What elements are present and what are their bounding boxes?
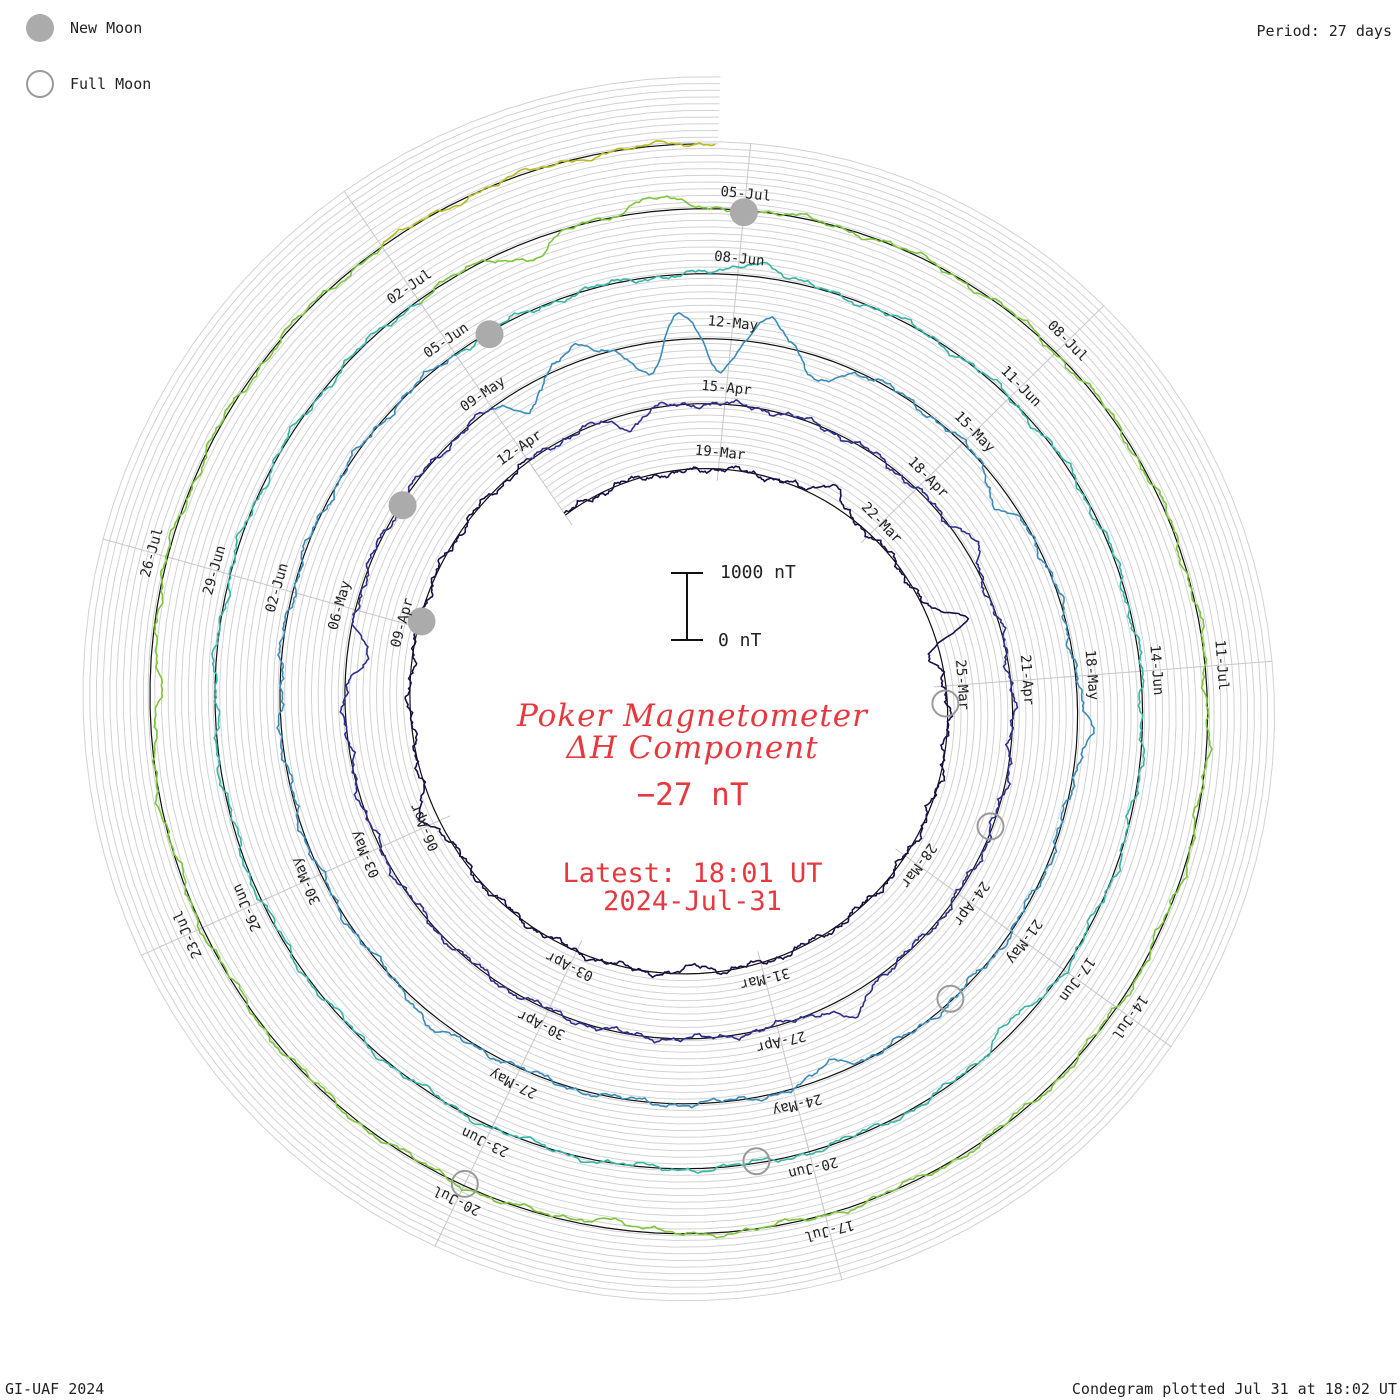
credit-label: GI-UAF 2024 [5, 1380, 105, 1398]
moon-layer [388, 198, 1005, 1198]
full-moon-marker [931, 689, 960, 718]
new-moon-marker [388, 491, 417, 520]
full-moon-marker [936, 984, 965, 1013]
guide-spiral [95, 89, 1262, 1288]
radial-grid-line [1193, 660, 1273, 668]
radial-grid-line [1046, 305, 1105, 362]
full-moon-icon [26, 70, 54, 98]
series-line-cycle-4 [211, 261, 1146, 1174]
date-tick-label: 05-Jul [720, 184, 772, 205]
series-line-cycle-3 [276, 312, 1095, 1109]
guide-spiral [129, 123, 1229, 1255]
new-moon-marker [475, 320, 504, 349]
chart-title: Poker Magnetometer [517, 698, 868, 734]
date-tick-label: 12-May [707, 313, 759, 334]
guide-spiral [142, 136, 1215, 1241]
legend-new-moon: New Moon [26, 12, 142, 44]
guide-spiral [136, 130, 1222, 1248]
radial-grid-line [434, 1174, 470, 1247]
series-line-cycle-1 [404, 458, 970, 979]
guide-spiral [89, 83, 1269, 1295]
guide-spiral [82, 76, 1275, 1302]
guide-spiral [109, 103, 1249, 1275]
date-tick-label: 21-Apr [1017, 654, 1037, 706]
radial-grid-line [1106, 1000, 1172, 1048]
radial-grid-line [343, 191, 390, 257]
latest-date: 2024-Jul-31 [603, 886, 782, 917]
guide-spiral [116, 109, 1242, 1268]
date-tick-label: 23-Jun [459, 1123, 512, 1159]
grid-layer [82, 76, 1275, 1302]
date-tick-label: 15-Apr [700, 378, 752, 399]
date-tick-label: 18-May [1082, 649, 1102, 701]
date-tick-label: 27-May [487, 1065, 540, 1101]
series-line-cycle-2 [339, 399, 1019, 1044]
scale-bar [671, 572, 703, 641]
new-moon-marker [729, 198, 758, 227]
latest-time: Latest: 18:01 UT [562, 858, 823, 889]
scale-bottom-label: 0 nT [718, 630, 762, 651]
date-tick-label: 20-Jul [431, 1182, 484, 1218]
legend-full-moon: Full Moon [26, 68, 151, 100]
chart-subtitle: ΔH Component [566, 730, 819, 766]
new-moon-icon [26, 14, 54, 42]
series-line-cycle-5 [151, 195, 1213, 1239]
period-label: Period: 27 days [1256, 22, 1392, 40]
baseline-spiral [149, 143, 1209, 1235]
radial-grid-line [141, 922, 214, 956]
date-tick-label: 11-Jul [1211, 639, 1231, 691]
date-tick-label: 14-Jun [1146, 644, 1166, 696]
legend-new-moon-label: New Moon [70, 19, 143, 37]
plotted-timestamp: Condegram plotted Jul 31 at 18:02 UT [1071, 1380, 1397, 1398]
full-moon-marker [450, 1169, 479, 1198]
date-tick-label: 03-Apr [543, 948, 596, 984]
new-moon-marker [407, 607, 436, 636]
date-tick-label: 08-Jun [713, 249, 765, 270]
baseline-line [149, 143, 1209, 1235]
date-tick-label: 25-Mar [952, 659, 972, 711]
current-value: −27 nT [636, 777, 749, 813]
full-moon-marker [742, 1147, 771, 1176]
series-layer [151, 140, 1213, 1239]
guide-spiral [122, 116, 1235, 1262]
full-moon-marker [976, 812, 1005, 841]
guide-spiral [102, 96, 1255, 1282]
legend-full-moon-label: Full Moon [70, 75, 152, 93]
date-tick-label: 19-Mar [694, 443, 746, 464]
scale-top-label: 1000 nT [720, 562, 796, 583]
series-line-cycle-6 [381, 140, 716, 248]
